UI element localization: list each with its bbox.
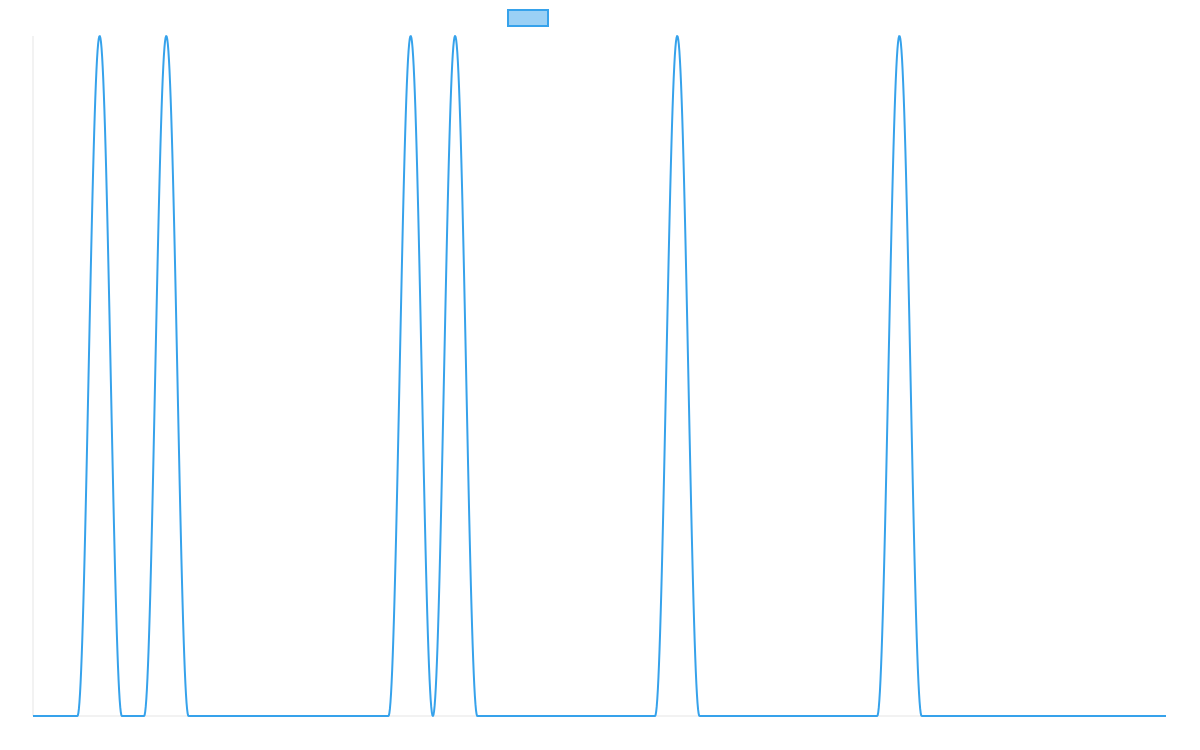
legend-swatch[interactable] [507,9,549,27]
data-point[interactable] [97,33,103,39]
data-point[interactable] [896,33,902,39]
axes [32,36,1166,717]
series-line [32,35,1167,717]
data-point[interactable] [408,33,414,39]
data-point[interactable] [674,33,680,39]
legend[interactable] [507,9,549,27]
data-point[interactable] [452,33,458,39]
data-point[interactable] [163,33,169,39]
series-layer [32,33,1167,717]
